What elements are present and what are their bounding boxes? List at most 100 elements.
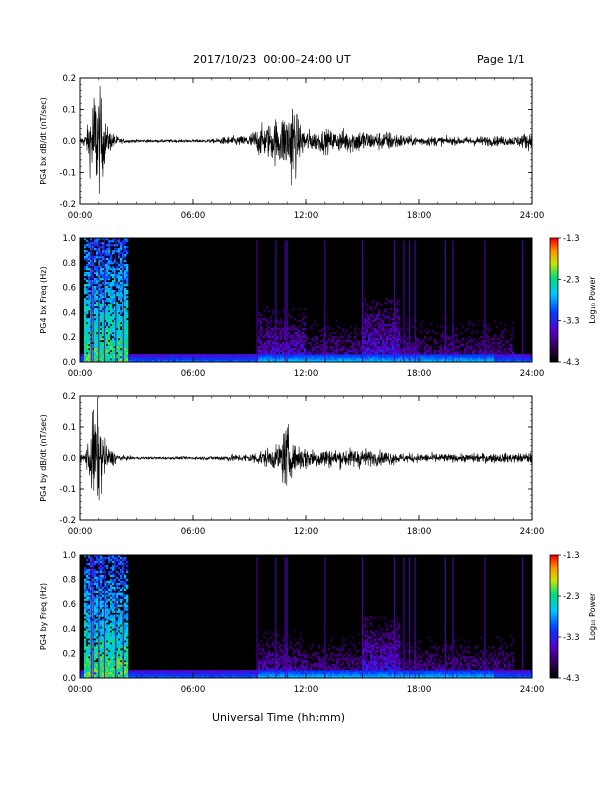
colorbar-cell [550, 302, 558, 305]
spectrogram-cell [126, 604, 129, 607]
spectrogram-cell [114, 336, 117, 339]
spectrogram-cell [86, 598, 89, 601]
spectrogram-cell [436, 340, 439, 343]
spectrogram-cell [312, 346, 315, 349]
spectrogram-cell [126, 624, 129, 627]
spectrogram-cell [86, 664, 89, 667]
spectrogram-cell [282, 330, 285, 333]
spectrogram-cell [116, 602, 119, 605]
spectrogram-cell [86, 244, 89, 247]
spectrogram-cell [142, 676, 145, 679]
spectrogram-cell [120, 656, 123, 659]
spectrogram-cell [120, 242, 123, 245]
spectrogram-cell [118, 280, 121, 283]
spectrogram-cell [102, 322, 105, 325]
spectrogram-cell [108, 668, 111, 671]
spectrogram-cell [86, 656, 89, 659]
spectrogram-cell [528, 360, 531, 363]
spectrogram-cell [186, 354, 189, 357]
spectrogram-cell [100, 634, 103, 637]
spectrogram-cell [104, 596, 107, 599]
spectrogram-cell [96, 640, 99, 643]
spectrogram-cell [482, 336, 485, 339]
spectrogram-cell [102, 358, 105, 361]
spectrogram-cell [84, 555, 87, 558]
spectrogram-cell [494, 336, 497, 339]
spectrogram-cell [80, 674, 83, 677]
spectrogram-cell [124, 668, 127, 671]
spectrogram-cell [106, 676, 109, 679]
spectrogram-cell [386, 332, 389, 335]
spectrogram-cell [226, 670, 229, 673]
spectrogram-cell [94, 608, 97, 611]
spectrogram-cell [254, 358, 257, 361]
spectrogram-cell [126, 656, 129, 659]
spectrogram-cell [296, 350, 299, 353]
spectrogram-cell [340, 340, 343, 343]
spectrogram-cell [392, 334, 395, 337]
spectrogram-cell [104, 598, 107, 601]
spectrogram-cell [376, 314, 379, 317]
spectrogram-cell [396, 314, 399, 317]
x-tick-label: 00:00 [68, 527, 93, 537]
spectrogram-cell [362, 356, 365, 359]
spectrogram-cell [448, 354, 451, 357]
spectrogram-cell [384, 342, 387, 345]
spectrogram-cell [124, 360, 127, 363]
spectrogram-cell [336, 344, 339, 347]
spectrogram-cell [100, 350, 103, 353]
spectrogram-cell [306, 358, 309, 361]
spectrogram-cell [342, 360, 345, 363]
spectrogram-cell [102, 250, 105, 253]
spectrogram-cell [312, 328, 315, 331]
spectrogram-cell [100, 592, 103, 595]
spectrogram-cell [96, 628, 99, 631]
spectrogram-cell [302, 356, 305, 359]
spectrogram-cell [104, 258, 107, 261]
spectrogram-cell [268, 358, 271, 361]
spectrogram-cell [118, 250, 121, 253]
spectrogram-cell [370, 338, 373, 341]
spectrogram-cell [508, 348, 511, 351]
spectrogram-cell [242, 354, 245, 357]
spectrogram-cell [112, 294, 115, 297]
spectrogram-cell [120, 338, 123, 341]
spectrogram-cell [422, 358, 425, 361]
spectrogram-cell [120, 332, 123, 335]
spectrogram-cell [314, 354, 317, 357]
spectrogram-cell [84, 566, 87, 570]
spectrogram-cell [118, 330, 121, 333]
spectrogram-cell [114, 300, 117, 303]
spectrogram-cell [318, 350, 321, 353]
spectrogram-cell [442, 360, 445, 363]
spectrogram-cell [310, 356, 313, 359]
spectrogram-cell [264, 356, 267, 359]
spectrogram-cell [124, 642, 127, 645]
spectrogram-cell [306, 356, 309, 359]
spectrogram-cell [104, 584, 107, 588]
spectrogram-cell [364, 348, 367, 351]
spectrogram-cell [204, 672, 207, 675]
spectrogram-cell [428, 352, 431, 355]
spectrogram-cell [378, 324, 381, 327]
spectrogram-cell [376, 352, 379, 355]
spectrogram-cell [112, 644, 115, 647]
spectrogram-cell [288, 332, 291, 335]
spectrogram-cell [466, 352, 469, 355]
spectrogram-cell [504, 344, 507, 347]
spectrogram-cell [470, 360, 473, 363]
spectrogram-cell [102, 614, 105, 617]
spectrogram-cell [116, 604, 119, 607]
spectrogram-cell [334, 338, 337, 341]
spectrogram-cell [106, 244, 109, 247]
spectrogram-cell [110, 308, 113, 311]
spectrogram-cell [450, 360, 453, 363]
spectrogram-cell [316, 354, 319, 357]
colorbar-cell [550, 300, 558, 303]
spectrogram-cell [118, 354, 121, 357]
spectrogram-cell [396, 302, 399, 305]
spectrogram-cell [234, 358, 237, 361]
spectrogram-cell [420, 358, 423, 361]
spectrogram-cell [488, 360, 491, 363]
spectrogram-cell [118, 348, 121, 351]
